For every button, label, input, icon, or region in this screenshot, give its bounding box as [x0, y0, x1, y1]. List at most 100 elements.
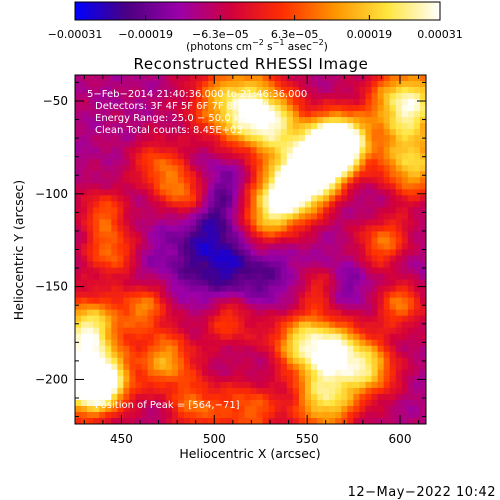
heatmap-cell — [401, 153, 409, 160]
heatmap-cell — [75, 363, 82, 371]
heatmap-cell — [413, 129, 421, 136]
heatmap-cell — [250, 93, 258, 100]
heatmap-cell — [81, 141, 88, 148]
heatmap-cell — [274, 381, 282, 389]
heatmap-cell — [117, 243, 125, 251]
heatmap-cell — [407, 315, 415, 323]
heatmap-cell — [256, 399, 264, 407]
heatmap-cell — [159, 219, 167, 227]
heatmap-cell — [401, 117, 409, 124]
heatmap-cell — [401, 249, 409, 257]
heatmap-cell — [93, 135, 100, 142]
heatmap-cell — [93, 291, 100, 299]
heatmap-cell — [353, 375, 361, 383]
heatmap-cell — [256, 207, 264, 214]
heatmap-cell — [75, 81, 82, 88]
heatmap-cell — [377, 75, 385, 82]
heatmap-cell — [238, 345, 246, 353]
heatmap-cell — [183, 387, 191, 395]
heatmap-cell — [159, 357, 167, 365]
heatmap-cell — [171, 273, 179, 281]
heatmap-cell — [232, 339, 239, 347]
heatmap-cell — [401, 99, 409, 106]
heatmap-cell — [177, 111, 185, 118]
heatmap-cell — [171, 249, 179, 257]
heatmap-cell — [256, 117, 264, 124]
heatmap-cell — [196, 387, 203, 395]
heatmap-cell — [123, 273, 131, 281]
heatmap-cell — [153, 381, 161, 389]
heatmap-cell — [214, 129, 221, 136]
heatmap-cell — [214, 195, 221, 202]
heatmap-cell — [141, 315, 149, 323]
heatmap-cell — [183, 375, 191, 383]
heatmap-cell — [323, 87, 330, 94]
heatmap-cell — [232, 405, 239, 413]
heatmap-cell — [419, 411, 426, 419]
heatmap-cell — [141, 87, 149, 94]
heatmap-cell — [196, 309, 203, 317]
heatmap-cell — [413, 153, 421, 160]
heatmap-cell — [214, 357, 221, 365]
heatmap-cell — [244, 327, 252, 335]
heatmap-cell — [256, 99, 264, 106]
heatmap-cell — [165, 291, 173, 299]
heatmap-cell — [353, 255, 361, 263]
heatmap-cell — [353, 75, 361, 82]
heatmap-cell — [232, 147, 239, 154]
heatmap-cell — [153, 183, 161, 190]
heatmap-cell — [202, 99, 209, 106]
heatmap-cell — [341, 339, 348, 347]
heatmap-cell — [177, 105, 185, 112]
heatmap-cell — [359, 177, 367, 184]
heatmap-cell — [365, 399, 373, 407]
heatmap-cell — [208, 399, 215, 407]
heatmap-cell — [196, 219, 203, 227]
heatmap-cell — [208, 225, 215, 233]
heatmap-cell — [347, 213, 354, 221]
heatmap-cell — [383, 417, 391, 424]
heatmap-cell — [286, 123, 294, 130]
heatmap-cell — [123, 141, 131, 148]
heatmap-cell — [111, 147, 118, 154]
heatmap-cell — [347, 411, 354, 419]
heatmap-cell — [87, 309, 94, 317]
heatmap-cell — [419, 219, 426, 227]
heatmap-cell — [159, 333, 167, 341]
heatmap-cell — [208, 315, 215, 323]
heatmap-cell — [226, 381, 233, 389]
heatmap-cell — [75, 189, 82, 196]
heatmap-cell — [280, 315, 288, 323]
heatmap-cell — [93, 261, 100, 269]
heatmap-cell — [141, 309, 149, 317]
heatmap-cell — [99, 273, 106, 281]
heatmap-cell — [359, 303, 367, 311]
heatmap-cell — [183, 207, 191, 214]
heatmap-cell — [329, 225, 336, 233]
heatmap-cell — [159, 351, 167, 359]
heatmap-cell — [111, 81, 118, 88]
heatmap-cell — [377, 309, 385, 317]
heatmap-cell — [147, 321, 155, 329]
heatmap-cell — [329, 123, 336, 130]
heatmap-cell — [371, 315, 379, 323]
heatmap-cell — [220, 93, 227, 100]
heatmap-cell — [347, 285, 354, 293]
heatmap-cell — [286, 207, 294, 214]
heatmap-cell — [395, 357, 403, 365]
heatmap-cell — [268, 153, 276, 160]
heatmap-cell — [147, 285, 155, 293]
heatmap-cell — [401, 261, 409, 269]
heatmap-cell — [335, 309, 342, 317]
heatmap-cell — [81, 363, 88, 371]
heatmap-cell — [256, 369, 264, 377]
heatmap-cell — [304, 171, 312, 178]
heatmap-cell — [353, 123, 361, 130]
heatmap-cell — [347, 153, 354, 160]
heatmap-cell — [419, 243, 426, 251]
heatmap-cell — [262, 345, 270, 353]
heatmap-cell — [389, 87, 397, 94]
heatmap-cell — [395, 165, 403, 172]
heatmap-cell — [117, 399, 125, 407]
heatmap-cell — [395, 321, 403, 329]
